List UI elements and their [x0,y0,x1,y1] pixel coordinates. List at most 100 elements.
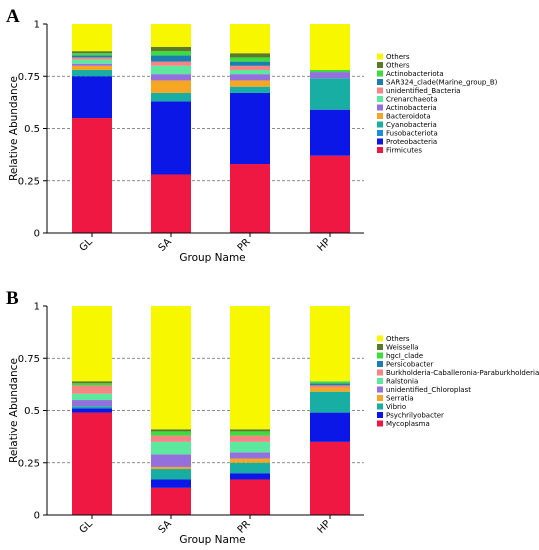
x-tick-label: GL [78,236,96,254]
bar-segment-sa-7 [151,61,191,66]
legend-swatch [377,395,383,401]
bar-segment-gl-9 [72,53,112,56]
bar-segment-gl-0 [72,118,112,233]
legend-swatch [377,361,383,367]
bar-segment-pr-11 [230,24,270,54]
bar-segment-pr-8 [230,61,270,66]
bar-segment-pr-3 [230,458,270,463]
bar-segment-sa-8 [151,431,191,436]
bar-segment-gl-3 [72,69,112,77]
legend-swatch [377,87,383,94]
legend-swatch [377,130,383,136]
bar-segment-sa-1 [151,101,191,175]
legend-label: Persicobacter [386,361,434,369]
bar-segment-pr-10 [230,306,270,430]
legend-swatch [377,121,383,128]
legend-swatch [377,70,383,77]
x-axis-title: Group Name [179,252,245,264]
bar-segment-gl-5 [72,393,112,401]
bar-segment-gl-6 [72,385,112,394]
panel-label: A [6,6,20,27]
legend-label: Psychrilyobacter [386,412,444,420]
bar-segment-gl-8 [72,55,112,58]
bar-segment-gl-8 [72,383,112,386]
legend-swatch [377,53,383,60]
legend-label: Vibrio [386,403,406,411]
bar-segment-gl-0 [72,412,112,515]
bar-segment-pr-6 [230,69,270,75]
legend-label: Fusobacteriota [386,130,438,138]
legend-swatch [377,344,383,350]
y-tick-label: 0 [34,511,40,522]
bar-segment-sa-8 [151,55,191,62]
legend-swatch [377,104,383,111]
bar-segment-hp-6 [310,385,350,388]
bar-segment-gl-4 [72,65,112,70]
bar-segment-pr-0 [230,164,270,233]
bar-segment-pr-5 [230,441,270,453]
bar-segment-hp-11 [310,24,350,70]
legend: OthersOthersActinobacteriotaSAR324_clade… [377,53,498,155]
bar-segment-sa-0 [151,174,191,233]
bar-segment-gl-2 [72,406,112,409]
bar-segment-gl-4 [72,400,112,407]
bar-segment-pr-3 [230,86,270,93]
bar-segment-gl-1 [72,76,112,119]
bar-segment-hp-0 [310,155,350,233]
bar-segment-sa-4 [151,80,191,93]
bar-segment-pr-7 [230,65,270,70]
bar-segment-sa-11 [151,24,191,47]
y-tick-label: 1 [34,20,40,31]
bar-segment-sa-4 [151,454,191,467]
legend-label: SAR324_clade(Marine_group_B) [386,79,498,87]
legend-label: Serratia [386,395,414,403]
bar-segment-gl-9 [72,381,112,384]
bar-segment-gl-6 [72,59,112,64]
bar-segment-sa-0 [151,487,191,515]
bar-segment-sa-6 [151,65,191,75]
bar-segment-sa-10 [151,46,191,52]
legend-swatch [377,369,383,376]
legend-swatch [377,335,383,342]
y-tick-label: 0.25 [18,176,40,187]
legend-label: Mycoplasma [386,420,430,428]
legend-label: Actinobacteriota [386,70,444,78]
bar-segment-gl-1 [72,408,112,413]
legend-swatch [377,113,383,119]
legend-label: Others [386,62,410,70]
bar-segment-sa-5 [151,74,191,81]
y-tick-label: 0.5 [24,124,40,135]
legend-label: unidentified_Bacteria [386,87,460,95]
legend-label: unidentified_Chloroplast [386,386,471,394]
bar-segment-hp-0 [310,441,350,515]
bar-segment-pr-1 [230,473,270,480]
bar-segment-sa-2 [151,469,191,480]
legend-label: Proteobacteria [386,138,437,146]
bar-segment-hp-1 [310,109,350,156]
x-tick-label: GL [78,518,96,536]
bar-segment-pr-8 [230,431,270,436]
legend-swatch [377,412,383,418]
bar-segment-hp-2 [310,391,350,413]
x-axis-title: Group Name [179,534,245,546]
x-tick-label: HP [316,519,333,536]
y-tick-label: 0 [34,229,40,240]
bar-segment-hp-10 [310,306,350,382]
y-tick-label: 0.75 [18,72,40,83]
bar-segment-hp-1 [310,412,350,442]
legend-swatch [377,96,383,102]
legend-swatch [377,62,383,68]
x-tick-label: SA [157,519,174,536]
bar-segment-sa-1 [151,479,191,488]
bar-segment-hp-7 [310,383,350,386]
legend-label: hgcI_clade [386,352,423,360]
x-tick-label: HP [316,237,333,254]
legend-label: Bacteroidota [386,113,431,121]
bar-segment-pr-4 [230,80,270,87]
legend-label: Cyanobacteria [386,121,437,129]
bar-segment-pr-0 [230,479,270,515]
bar-segment-sa-9 [151,429,191,432]
bar-segment-pr-9 [230,57,270,62]
